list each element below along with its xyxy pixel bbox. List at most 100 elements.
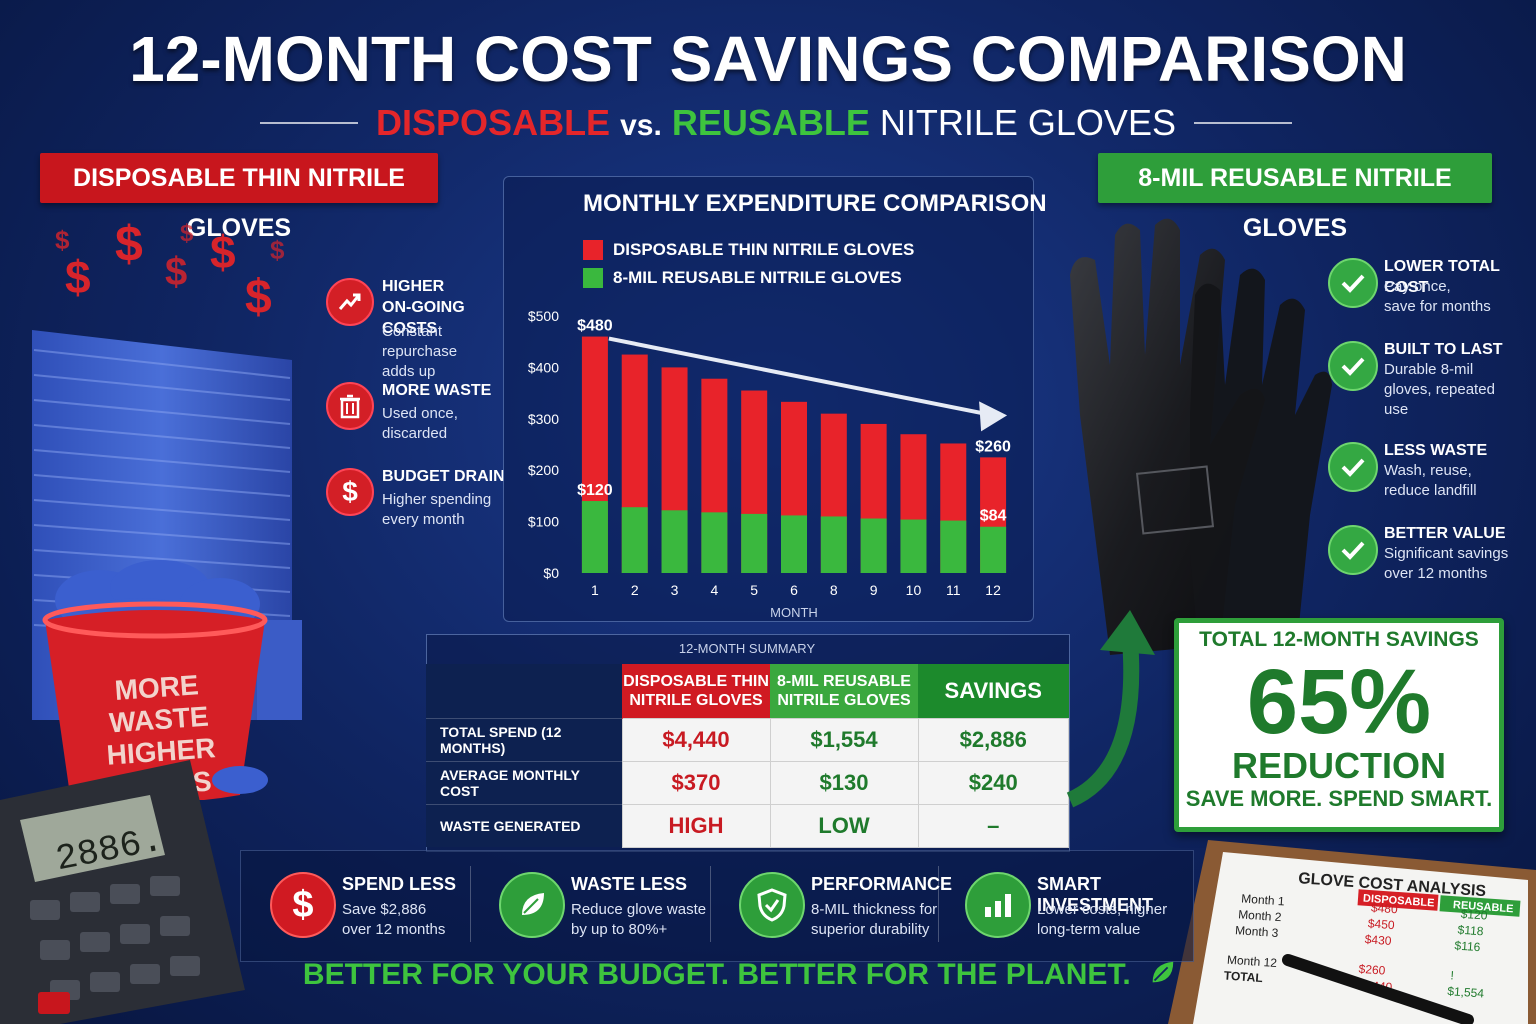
bar-reusable: [860, 518, 887, 573]
feature-desc: superior durability: [811, 921, 930, 938]
subtitle-rule-left: [260, 122, 359, 124]
x-tick-label: 5: [750, 582, 758, 598]
benefit-built-to-last: BUILT TO LAST Durable 8-mil gloves, repea…: [1328, 339, 1528, 429]
clipboard-reusable: $1,554: [1447, 984, 1485, 1001]
issue-more-waste: MORE WASTE Used once, discarded: [326, 380, 506, 450]
leaf-icon: [499, 872, 565, 938]
cell-savings: $2,886: [917, 718, 1069, 762]
benefit-title: BETTER VALUE: [1384, 525, 1506, 542]
benefit-better-value: BETTER VALUE Significant savings over 12 …: [1328, 523, 1528, 593]
table-row: TOTAL SPEND (12 MONTHS) $4,440 $1,554 $2…: [426, 718, 1069, 762]
subtitle-rest: NITRILE GLOVES: [879, 102, 1176, 143]
subtitle-reusable: REUSABLE: [671, 102, 870, 143]
features-bar: [240, 850, 1194, 962]
benefit-less-waste: LESS WASTE Wash, reuse, reduce landfill: [1328, 440, 1528, 510]
feature-desc: over 12 months: [342, 921, 446, 938]
cell-disposable: $370: [621, 761, 771, 805]
feature-desc: Lower costs, higher: [1037, 901, 1168, 918]
feature-desc: Reduce glove waste: [571, 901, 707, 918]
legend-label: 8-MIL REUSABLE NITRILE GLOVES: [613, 268, 902, 287]
benefit-desc: Significant savings: [1384, 545, 1509, 562]
benefit-desc: Wash, reuse,: [1384, 462, 1472, 479]
table-row: AVERAGE MONTHLY COST $370 $130 $240: [426, 761, 1069, 805]
calculator-illustration: 2886.: [0, 760, 245, 1024]
savings-tagline: SAVE MORE. SPEND SMART.: [1185, 786, 1493, 811]
cell-reusable: $130: [769, 761, 919, 805]
issue-desc: adds up: [382, 363, 436, 380]
subtitle-row: DISPOSABLE vs. REUSABLE NITRILE GLOVES: [260, 100, 1292, 146]
chart-title: MONTHLY EXPENDITURE COMPARISON: [583, 190, 1047, 217]
benefit-title: BUILT TO LAST: [1384, 341, 1503, 358]
y-tick-label: $0: [543, 565, 559, 581]
subtitle-vs: vs.: [620, 109, 662, 142]
footer-text: BETTER FOR YOUR BUDGET. BETTER FOR THE P…: [302, 958, 1131, 991]
issue-budget-drain: $ BUDGET DRAIN Higher spending every mont…: [326, 466, 506, 536]
header-text: DISPOSABLE THIN: [623, 673, 769, 690]
clipboard-illustration: GLOVE COST ANALYSIS DISPOSABLE REUSABLE …: [1168, 840, 1536, 1024]
x-tick-label: 6: [790, 582, 798, 598]
summary-header-disposable: DISPOSABLE THIN NITRILE GLOVES: [622, 664, 770, 719]
data-label-last-disposable: $260: [975, 438, 1011, 455]
summary-table: DISPOSABLE THIN NITRILE GLOVES 8-MIL REU…: [426, 664, 1069, 848]
curved-arrow-icon: [1066, 610, 1155, 808]
feature-title: SPEND LESS: [342, 874, 457, 894]
data-label-first-disposable: $480: [577, 318, 613, 335]
benefit-desc: save for months: [1384, 298, 1491, 315]
issue-title: ON-GOING COSTS: [382, 299, 465, 337]
trend-arrow-head: [979, 401, 1008, 432]
x-tick-label: 3: [671, 582, 679, 598]
bar-reusable: [900, 519, 927, 573]
trash-bucket-illustration: [42, 560, 268, 800]
cell-disposable: $4,440: [621, 718, 771, 762]
benefit-desc: reduce landfill: [1384, 482, 1477, 499]
issue-title: MORE WASTE: [382, 382, 492, 399]
savings-reduction: REDUCTION: [1232, 745, 1446, 786]
bar-reusable: [741, 513, 768, 573]
dollar-icon: $: [270, 872, 336, 938]
x-tick-label: 2: [631, 582, 639, 598]
feature-desc: 8-MIL thickness for: [811, 901, 938, 918]
benefit-desc: gloves, repeated: [1384, 381, 1495, 398]
savings-box: [1174, 618, 1504, 832]
x-tick-label: 12: [985, 582, 1001, 598]
issue-title: HIGHER: [382, 278, 445, 295]
table-row: WASTE GENERATED HIGH LOW –: [426, 804, 1069, 848]
issue-desc: Used once,: [382, 405, 458, 422]
clipboard-reusable: $120: [1460, 907, 1488, 923]
clipboard-disposable: $430: [1364, 932, 1392, 948]
y-tick-label: $300: [528, 411, 559, 427]
data-label-first-reusable: $120: [577, 482, 613, 499]
feature-spend-less: $ SPEND LESS Save $2,886 over 12 months: [270, 868, 490, 948]
bar-reusable: [820, 516, 847, 573]
cell-reusable: $1,554: [769, 718, 919, 762]
y-tick-label: $400: [528, 359, 559, 375]
bar-reusable: [621, 507, 648, 573]
feature-performance: PERFORMANCE 8-MIL thickness for superior …: [739, 868, 959, 948]
benefit-desc: Durable 8-mil: [1384, 361, 1474, 378]
subtitle-disposable: DISPOSABLE: [376, 102, 611, 143]
legend-item-reusable: 8-MIL REUSABLE NITRILE GLOVES: [583, 266, 902, 290]
feature-desc: long-term value: [1037, 921, 1141, 938]
feature-divider: [938, 866, 939, 942]
y-tick-label: $100: [528, 514, 559, 530]
clipboard-reusable: $118: [1457, 923, 1484, 939]
clipboard-col-disposable: DISPOSABLE: [1363, 893, 1435, 910]
feature-smart-investment: SMART INVESTMENT Lower costs, higher long…: [965, 868, 1185, 948]
clipboard-row-label: Month 2: [1238, 907, 1283, 924]
feature-desc: by up to 80%+: [571, 921, 668, 938]
bar-reusable: [661, 510, 688, 573]
legend-item-disposable: DISPOSABLE THIN NITRILE GLOVES: [583, 238, 914, 262]
footer-tagline: BETTER FOR YOUR BUDGET. BETTER FOR THE P…: [300, 958, 1180, 992]
x-tick-label: 9: [870, 582, 878, 598]
x-tick-label: 1: [591, 582, 599, 598]
clipboard-row-label: Month 12: [1227, 953, 1278, 970]
dollar-icon: $: [326, 468, 374, 516]
benefit-desc: use: [1384, 401, 1409, 418]
x-tick-label: 4: [710, 582, 718, 598]
y-tick-label: $500: [528, 308, 559, 324]
cell-disposable: HIGH: [621, 804, 771, 848]
summary-caption: 12-MONTH SUMMARY: [678, 641, 816, 656]
feature-desc: Save $2,886: [342, 901, 427, 918]
bar-chart-icon: [965, 872, 1031, 938]
